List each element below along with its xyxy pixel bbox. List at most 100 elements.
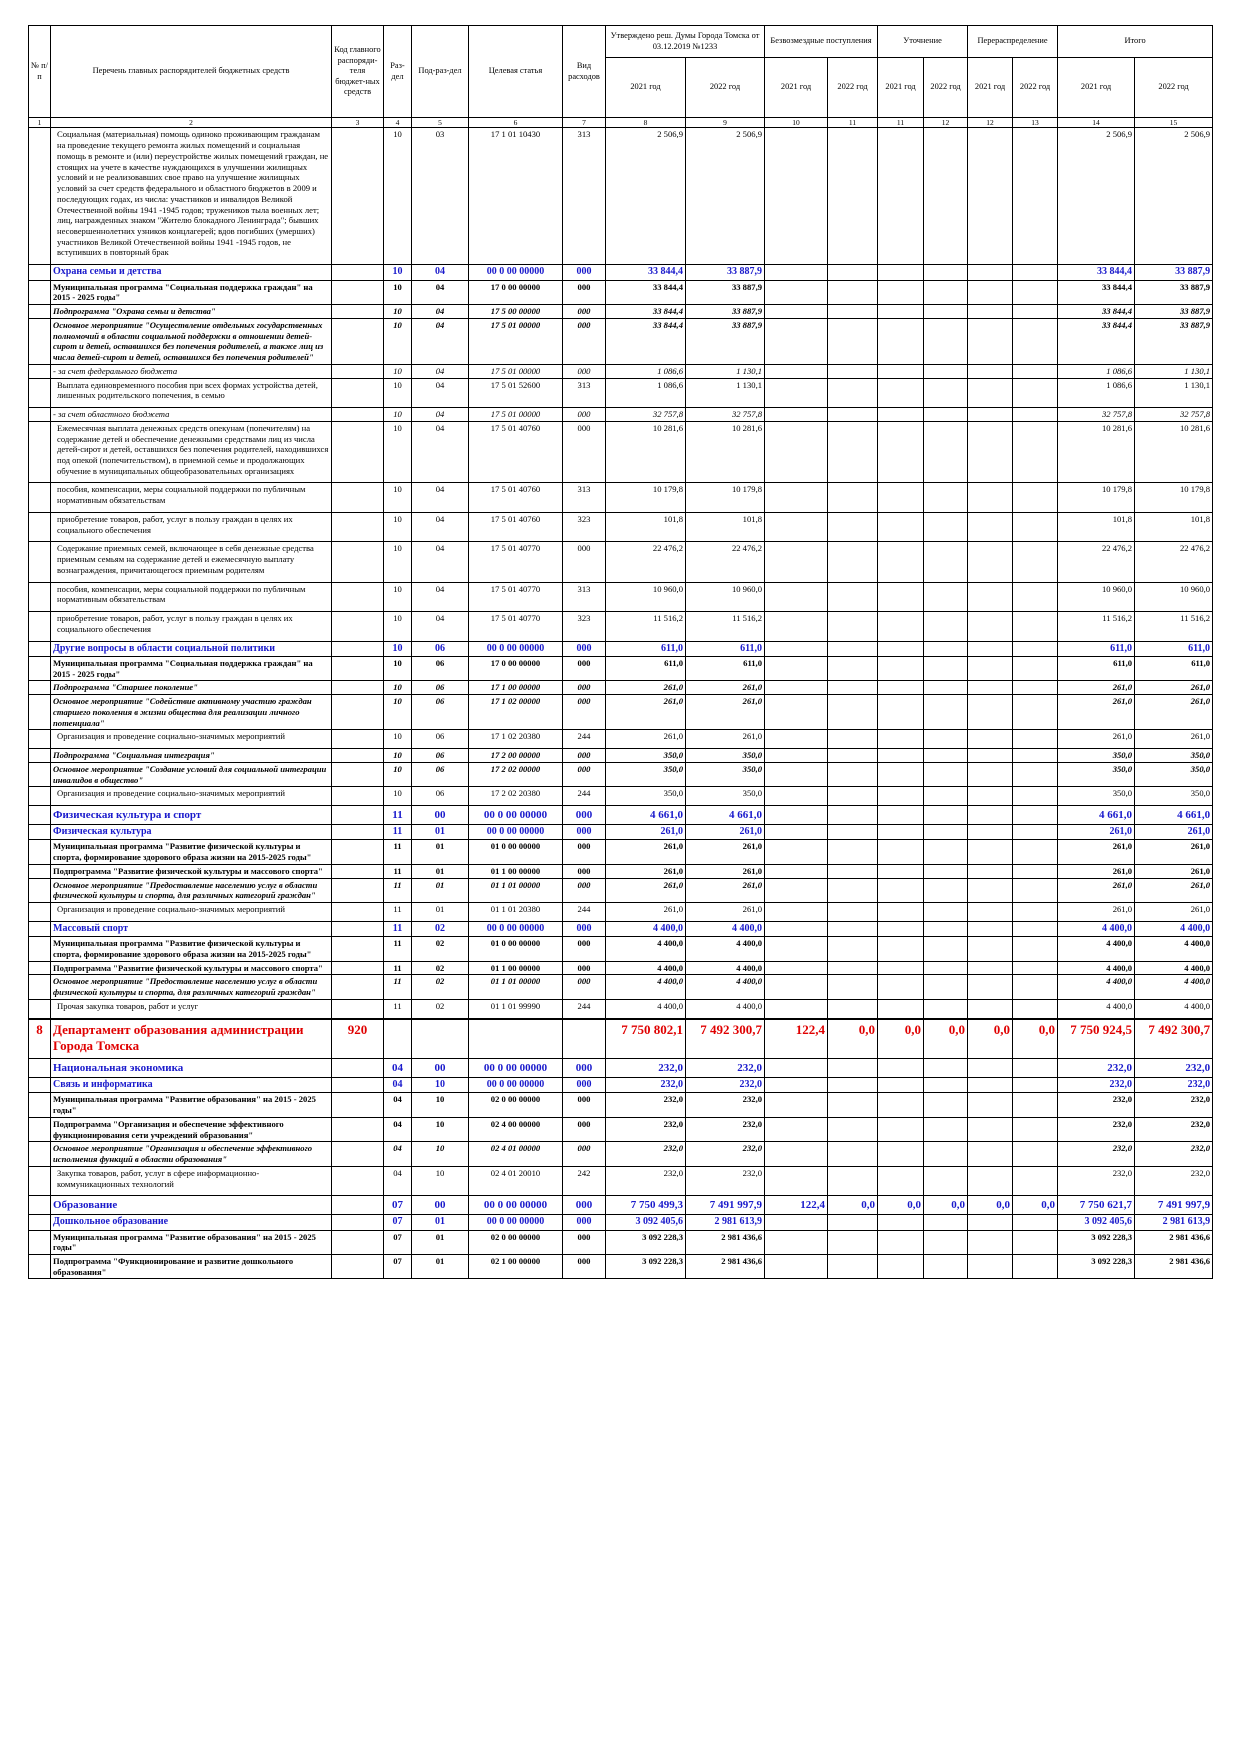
header-cell: Итого xyxy=(1057,25,1214,58)
cell: 261,0 xyxy=(1057,823,1136,841)
cell: 920 xyxy=(331,1017,384,1060)
cell: 10 xyxy=(383,511,412,543)
cell xyxy=(331,786,384,807)
cell xyxy=(764,761,829,788)
cell xyxy=(1012,611,1059,642)
cell xyxy=(764,363,829,379)
cell xyxy=(827,611,879,642)
cell: 17 5 00 00000 xyxy=(468,304,563,319)
cell xyxy=(764,1165,829,1197)
cell: 04 xyxy=(383,1116,412,1143)
cell: 4 400,0 xyxy=(605,936,686,962)
cell: 101,8 xyxy=(684,511,766,543)
cell xyxy=(764,877,829,904)
cell: 10 xyxy=(383,304,412,319)
cell: 232,0 xyxy=(1134,1116,1214,1143)
cell: 7 491 997,9 xyxy=(1134,1195,1214,1216)
table-row: Организация и проведение социально-значи… xyxy=(28,729,1214,750)
cell xyxy=(1012,363,1059,379)
column-number: 11 xyxy=(877,116,925,129)
cell: 11 xyxy=(383,998,412,1020)
cell xyxy=(331,581,384,613)
cell xyxy=(764,839,829,865)
cell: 07 xyxy=(383,1253,412,1280)
cell xyxy=(877,1253,925,1280)
cell xyxy=(1012,936,1059,962)
cell: 313 xyxy=(562,127,606,266)
cell: 4 400,0 xyxy=(605,998,686,1020)
cell: 06 xyxy=(411,786,469,807)
cell: 04 xyxy=(411,363,469,379)
cell: 350,0 xyxy=(684,748,766,763)
cell: 02 0 00 00000 xyxy=(468,1229,563,1256)
cell: 11 xyxy=(383,877,412,904)
cell: 17 5 01 40770 xyxy=(468,541,563,583)
cell: 4 400,0 xyxy=(1134,974,1214,1000)
cell xyxy=(923,823,969,841)
cell: 000 xyxy=(562,1195,606,1216)
cell: 4 661,0 xyxy=(684,805,766,825)
column-number: 10 xyxy=(764,116,829,129)
cell: 04 xyxy=(383,1058,412,1078)
cell: 232,0 xyxy=(1057,1165,1136,1197)
cell: 10 xyxy=(383,729,412,750)
cell: 101,8 xyxy=(1134,511,1214,543)
cell: 10 xyxy=(383,694,412,731)
cell xyxy=(827,1076,879,1094)
cell: 33 887,9 xyxy=(1134,279,1214,306)
item-name: Физическая культура и спорт xyxy=(50,805,332,825)
column-number: 4 xyxy=(383,116,412,129)
cell xyxy=(827,304,879,319)
cell: 611,0 xyxy=(1134,640,1214,657)
cell: 10 960,0 xyxy=(605,581,686,613)
item-name: приобретение товаров, работ, услуг в пол… xyxy=(50,611,332,642)
cell xyxy=(331,541,384,583)
cell xyxy=(764,264,829,281)
cell xyxy=(967,1165,1014,1197)
cell xyxy=(28,482,51,513)
cell xyxy=(764,786,829,807)
cell xyxy=(764,656,829,682)
cell: 232,0 xyxy=(1134,1092,1214,1118)
cell: 261,0 xyxy=(684,902,766,922)
cell: 2 981 436,6 xyxy=(1134,1253,1214,1280)
cell: 7 491 997,9 xyxy=(684,1195,766,1216)
table-row: - за счет федерального бюджета 10 04 17 5 0… xyxy=(28,363,1214,379)
cell xyxy=(827,863,879,879)
cell: 10 xyxy=(383,317,412,365)
cell: 000 xyxy=(562,656,606,682)
cell xyxy=(411,1017,469,1060)
cell xyxy=(331,680,384,696)
cell: 10 xyxy=(383,420,412,484)
cell xyxy=(331,264,384,281)
table-row: Муниципальная программа "Развитие физиче… xyxy=(28,839,1214,865)
cell xyxy=(923,581,969,613)
cell: 04 xyxy=(411,407,469,422)
cell xyxy=(1012,1116,1059,1143)
cell xyxy=(331,1116,384,1143)
cell: 000 xyxy=(562,407,606,422)
cell: 350,0 xyxy=(1134,761,1214,788)
cell: 4 661,0 xyxy=(1057,805,1136,825)
item-name: Физическая культура xyxy=(50,823,332,841)
item-name: Подпрограмма "Социальная интеграция" xyxy=(50,748,332,763)
cell xyxy=(1012,279,1059,306)
cell xyxy=(967,127,1014,266)
cell: 261,0 xyxy=(1057,877,1136,904)
cell xyxy=(877,420,925,484)
cell: 10 281,6 xyxy=(684,420,766,484)
cell xyxy=(923,656,969,682)
cell xyxy=(967,786,1014,807)
cell: 4 400,0 xyxy=(1134,936,1214,962)
cell: 00 xyxy=(411,1058,469,1078)
header-cell: Безвозмездные поступления xyxy=(764,25,879,58)
cell xyxy=(827,680,879,696)
cell: 2 506,9 xyxy=(605,127,686,266)
cell xyxy=(764,1214,829,1231)
cell: 33 844,4 xyxy=(1057,317,1136,365)
cell: 232,0 xyxy=(605,1116,686,1143)
cell: 261,0 xyxy=(1057,694,1136,731)
cell xyxy=(28,1253,51,1280)
cell xyxy=(967,611,1014,642)
cell xyxy=(827,694,879,731)
